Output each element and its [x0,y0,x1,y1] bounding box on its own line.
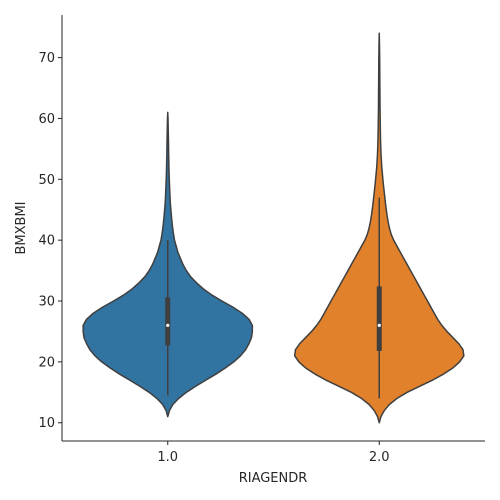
y-tick-label-10: 10 [38,416,55,431]
violins-layer [82,32,465,424]
y-tick-label-70: 70 [38,51,55,66]
iqr-box-2 [376,286,382,351]
iqr-box-1 [165,297,171,346]
x-tick-label-2: 2.0 [369,450,390,465]
y-axis: 10 20 30 40 50 60 70 [38,15,63,441]
median-point-2 [377,323,381,327]
y-tick-label-20: 20 [38,355,55,370]
x-tick-label-1: 1.0 [157,450,178,465]
y-tick-label-60: 60 [38,112,55,127]
y-tick-label-30: 30 [38,295,55,310]
y-tick-label-50: 50 [38,173,55,188]
y-axis-label: BMXBMI [14,201,29,254]
y-tick-label-40: 40 [38,234,55,249]
x-axis-label: RIAGENDR [239,471,308,486]
x-axis: 1.0 2.0 [62,440,485,465]
median-point-1 [166,323,170,327]
